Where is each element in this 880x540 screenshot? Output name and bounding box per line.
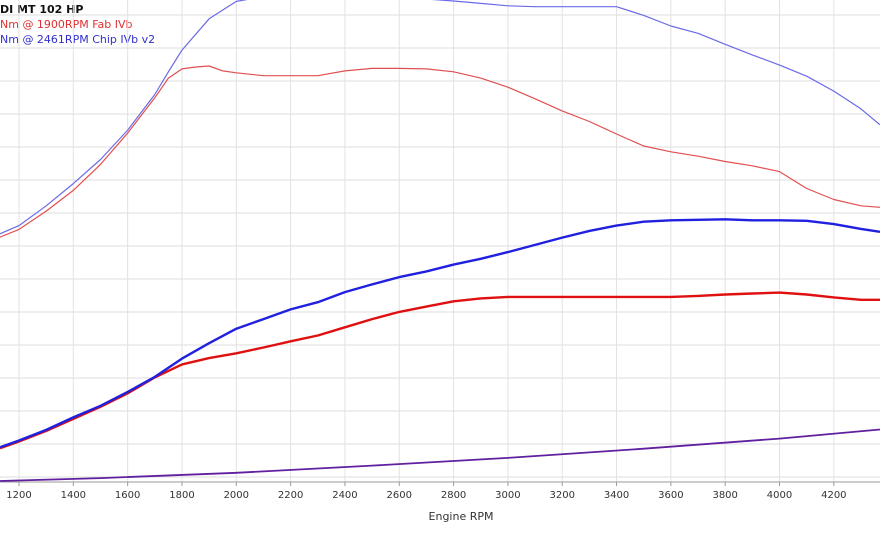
- series-line-torque-fab-ivb: [0, 65, 880, 238]
- x-tick-label: 2600: [387, 490, 412, 501]
- x-tick-label: 2400: [332, 490, 357, 501]
- x-tick-label: 2800: [441, 490, 466, 501]
- x-tick-label: 2000: [224, 490, 249, 501]
- x-tick-label: 3800: [712, 490, 737, 501]
- legend-entry-fab: Nm @ 1900RPM Fab IVb: [0, 18, 133, 31]
- x-tick-label: 4000: [767, 490, 792, 501]
- x-axis-label: Engine RPM: [429, 510, 494, 523]
- series-line-power-fab-ivb: [0, 291, 880, 450]
- x-tick-label: 4200: [821, 490, 846, 501]
- x-tick-label: 1200: [6, 490, 31, 501]
- legend-entry-chip: Nm @ 2461RPM Chip IVb v2: [0, 33, 156, 46]
- x-tick-label: 3600: [658, 490, 683, 501]
- x-tick-label: 1800: [169, 490, 194, 501]
- legend: DI MT 102 HP Nm @ 1900RPM Fab IVb Nm @ 2…: [0, 2, 155, 47]
- series-line-torque-chip-ivb-v2: [0, 0, 880, 235]
- series-group: [0, 0, 880, 482]
- series-line-loss: [0, 428, 880, 482]
- x-tick-label: 1600: [115, 490, 140, 501]
- x-tick-label: 3200: [549, 490, 574, 501]
- series-line-power-chip-ivb-v2: [0, 218, 880, 449]
- x-tick-label: 3000: [495, 490, 520, 501]
- x-tick-label: 1400: [61, 490, 86, 501]
- grid: [0, 0, 880, 483]
- x-tick-label: 3400: [604, 490, 629, 501]
- chart-title: DI MT 102 HP: [0, 3, 84, 16]
- x-tick-label: 2200: [278, 490, 303, 501]
- x-axis-ticks: 1200 1400 1600 1800 2000 2200 2400 2600 2800 3000…: [6, 482, 847, 501]
